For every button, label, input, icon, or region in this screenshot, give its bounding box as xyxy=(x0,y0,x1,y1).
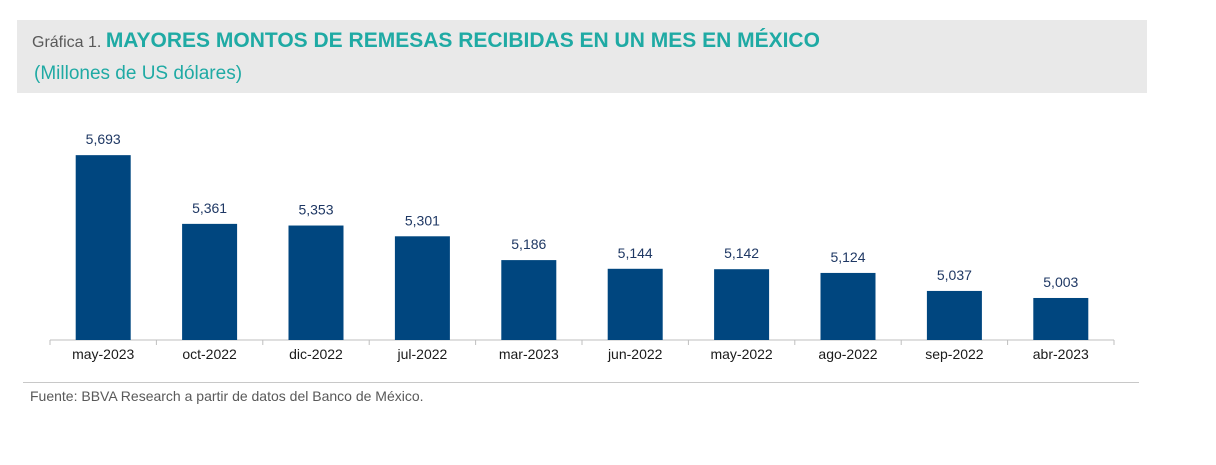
x-tick-label: sep-2022 xyxy=(925,346,984,362)
bar xyxy=(820,272,876,340)
chart-title: MAYORES MONTOS DE REMESAS RECIBIDAS EN U… xyxy=(105,29,820,52)
data-label: 5,144 xyxy=(618,245,653,261)
x-tick-label: oct-2022 xyxy=(182,346,237,362)
title-line: Gráfica 1. MAYORES MONTOS DE REMESAS REC… xyxy=(32,29,820,53)
data-label: 5,361 xyxy=(192,200,227,216)
x-tick-label: jul-2022 xyxy=(396,346,447,362)
data-label: 5,186 xyxy=(511,236,546,252)
data-label: 5,037 xyxy=(937,267,972,283)
x-tick-label: jun-2022 xyxy=(607,346,663,362)
bar xyxy=(501,260,557,340)
data-label: 5,142 xyxy=(724,245,759,261)
x-tick-label: abr-2023 xyxy=(1033,346,1089,362)
data-label: 5,693 xyxy=(86,131,121,147)
data-label: 5,353 xyxy=(298,202,333,218)
bar-chart: 5,693 may-2023 5,361 oct-2022 5,353 dic-2022 5… xyxy=(49,131,1115,362)
source-divider xyxy=(23,382,1139,383)
bar xyxy=(714,269,770,340)
bar xyxy=(182,223,238,340)
data-label: 5,301 xyxy=(405,212,440,228)
chart-subtitle: (Millones de US dólares) xyxy=(34,63,243,84)
x-tick-label: dic-2022 xyxy=(289,346,343,362)
bar xyxy=(394,236,450,340)
chart-number: Gráfica 1. xyxy=(32,34,102,51)
x-tick-label: may-2023 xyxy=(72,346,134,362)
source-note: Fuente: BBVA Research a partir de datos … xyxy=(30,388,424,404)
x-tick-label: ago-2022 xyxy=(818,346,877,362)
bar xyxy=(1033,297,1089,340)
x-tick-label: may-2022 xyxy=(710,346,772,362)
data-label: 5,124 xyxy=(830,249,865,265)
bar xyxy=(607,268,663,340)
bar xyxy=(926,290,982,340)
chart-header: Gráfica 1. MAYORES MONTOS DE REMESAS REC… xyxy=(17,20,1147,93)
data-label: 5,003 xyxy=(1043,274,1078,290)
x-tick-label: mar-2023 xyxy=(499,346,559,362)
bar xyxy=(75,155,131,340)
bar xyxy=(288,225,344,340)
